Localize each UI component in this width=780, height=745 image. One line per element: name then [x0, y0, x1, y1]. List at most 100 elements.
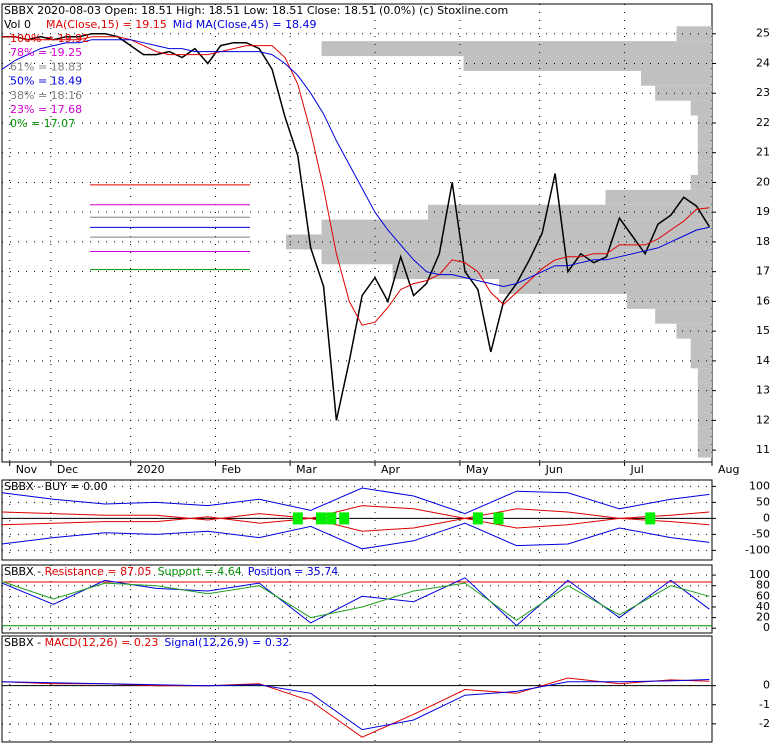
- y-tick-label: 20: [756, 611, 770, 624]
- volume-profile-bar: [321, 249, 712, 265]
- legend-entry: Resistance = 87.05: [45, 565, 152, 578]
- y-tick-label: 12: [756, 413, 770, 426]
- volume-profile-bar: [286, 234, 712, 250]
- fib-label: 0% = 17.07: [10, 117, 75, 130]
- y-tick-label: -50: [752, 527, 770, 540]
- volume-profile-bar: [697, 145, 712, 161]
- y-tick-label: 25: [756, 27, 770, 40]
- fib-label: 61% = 18.83: [10, 60, 82, 73]
- ma-legend: MA(Close,15) = 19.15 Mid MA(Close,45) = 1…: [46, 18, 317, 31]
- x-tick-label: Feb: [222, 463, 241, 476]
- volume-profile-bar: [697, 130, 712, 146]
- x-tick-label: Apr: [381, 463, 401, 476]
- legend-entry: Position = 35.74: [248, 565, 339, 578]
- series-line: [1, 39, 710, 288]
- volume-profile-bar: [697, 368, 712, 384]
- series-line: [1, 577, 710, 627]
- buy-marker: [645, 512, 656, 525]
- panel-frame: [1, 635, 713, 743]
- y-tick-label: 19: [756, 205, 770, 218]
- x-tick-label: Mar: [296, 463, 317, 476]
- y-tick-label: 0: [763, 679, 770, 692]
- volume-profile-bar: [697, 160, 712, 176]
- volume-profile-bar: [655, 85, 712, 101]
- volume-profile-bar: [690, 175, 712, 190]
- y-tick-label: 16: [756, 294, 770, 307]
- volume-profile-bar: [690, 338, 712, 354]
- x-tick-label: Dec: [57, 463, 78, 476]
- y-tick-label: 22: [756, 116, 770, 129]
- volume-profile-bar: [676, 26, 712, 42]
- series-line: [1, 679, 710, 731]
- y-tick-label: 80: [756, 579, 770, 592]
- volume-profile-bar: [605, 189, 712, 205]
- panel-label: SBBX - MACD(12,26) = 0.23 Signal(12,26,9)…: [4, 636, 289, 649]
- legend-entry: Mid MA(Close,45) = 18.49: [173, 18, 317, 31]
- panel-frame: [1, 564, 713, 634]
- volume-profile-bar: [697, 427, 712, 443]
- buy-marker: [315, 512, 326, 525]
- y-tick-label: 0: [763, 621, 770, 634]
- y-tick-label: 11: [756, 443, 770, 456]
- panel-prefix: SBBX -: [4, 565, 45, 578]
- panel-frame: [1, 479, 713, 561]
- y-tick-label: 100: [749, 568, 770, 581]
- legend-entry: Support = 4.64: [158, 565, 242, 578]
- y-tick-label: 21: [756, 146, 770, 159]
- volume-profile-bar: [321, 219, 712, 235]
- x-tick-label: May: [466, 463, 489, 476]
- series-line: [1, 677, 710, 738]
- series-line: [1, 581, 710, 621]
- volume-profile-bar: [499, 279, 712, 294]
- y-tick-label: 23: [756, 86, 770, 99]
- y-tick-label: -2: [759, 717, 770, 730]
- fib-label: 50% = 18.49: [10, 75, 82, 88]
- volume-profile-bar: [321, 41, 712, 57]
- y-tick-label: -100: [745, 543, 770, 556]
- legend-entry: Signal(12,26,9) = 0.32: [164, 636, 289, 649]
- volume-label: Vol 0: [4, 18, 31, 31]
- y-tick-label: 100: [749, 479, 770, 492]
- volume-profile-bar: [697, 383, 712, 399]
- series-line: [1, 516, 710, 532]
- volume-profile-bar: [690, 353, 712, 369]
- y-tick-label: -1: [759, 698, 770, 711]
- y-tick-label: 13: [756, 384, 770, 397]
- volume-profile-bar: [626, 293, 712, 309]
- y-tick-label: 0: [763, 511, 770, 524]
- fib-label: 100% = 19.92: [10, 32, 89, 45]
- volume-profile-bar: [676, 323, 712, 339]
- legend-entry: MACD(12,26) = 0.23: [45, 636, 159, 649]
- x-tick-label: 2020: [137, 463, 165, 476]
- panel-label: SBBX - Resistance = 87.05 Support = 4.64 P…: [4, 565, 338, 578]
- volume-profile-bar: [655, 308, 712, 324]
- volume-profile-bar: [697, 115, 712, 131]
- panel-prefix: SBBX - BUY = 0.00: [4, 480, 108, 493]
- panel-label: SBBX - BUY = 0.00: [4, 480, 108, 493]
- y-tick-label: 17: [756, 265, 770, 278]
- fib-label: 38% = 18.16: [10, 89, 82, 102]
- y-tick-label: 40: [756, 600, 770, 613]
- volume-profile-bar: [690, 100, 712, 116]
- volume-profile-bar: [463, 56, 712, 71]
- y-tick-label: 20: [756, 175, 770, 188]
- chart-title: SBBX 2020-08-03 Open: 18.51 High: 18.51 …: [4, 4, 508, 17]
- y-tick-label: 50: [756, 495, 770, 508]
- series-line: [2, 36, 710, 326]
- buy-marker: [292, 512, 303, 525]
- volume-profile-bar: [697, 412, 712, 428]
- fib-label: 23% = 17.68: [10, 103, 82, 116]
- x-tick-label: Jun: [545, 463, 563, 476]
- series-line: [1, 522, 710, 550]
- buy-marker: [472, 512, 483, 525]
- buy-marker: [339, 512, 350, 525]
- legend-entry: MA(Close,15) = 19.15: [46, 18, 167, 31]
- y-tick-label: 14: [756, 354, 770, 367]
- x-tick-label: Nov: [16, 463, 38, 476]
- panel-prefix: SBBX -: [4, 636, 45, 649]
- volume-profile-bar: [697, 398, 712, 413]
- x-tick-label: Aug: [718, 463, 739, 476]
- fib-label: 78% = 19.25: [10, 46, 82, 59]
- y-tick-label: 60: [756, 589, 770, 602]
- series-line: [1, 505, 710, 521]
